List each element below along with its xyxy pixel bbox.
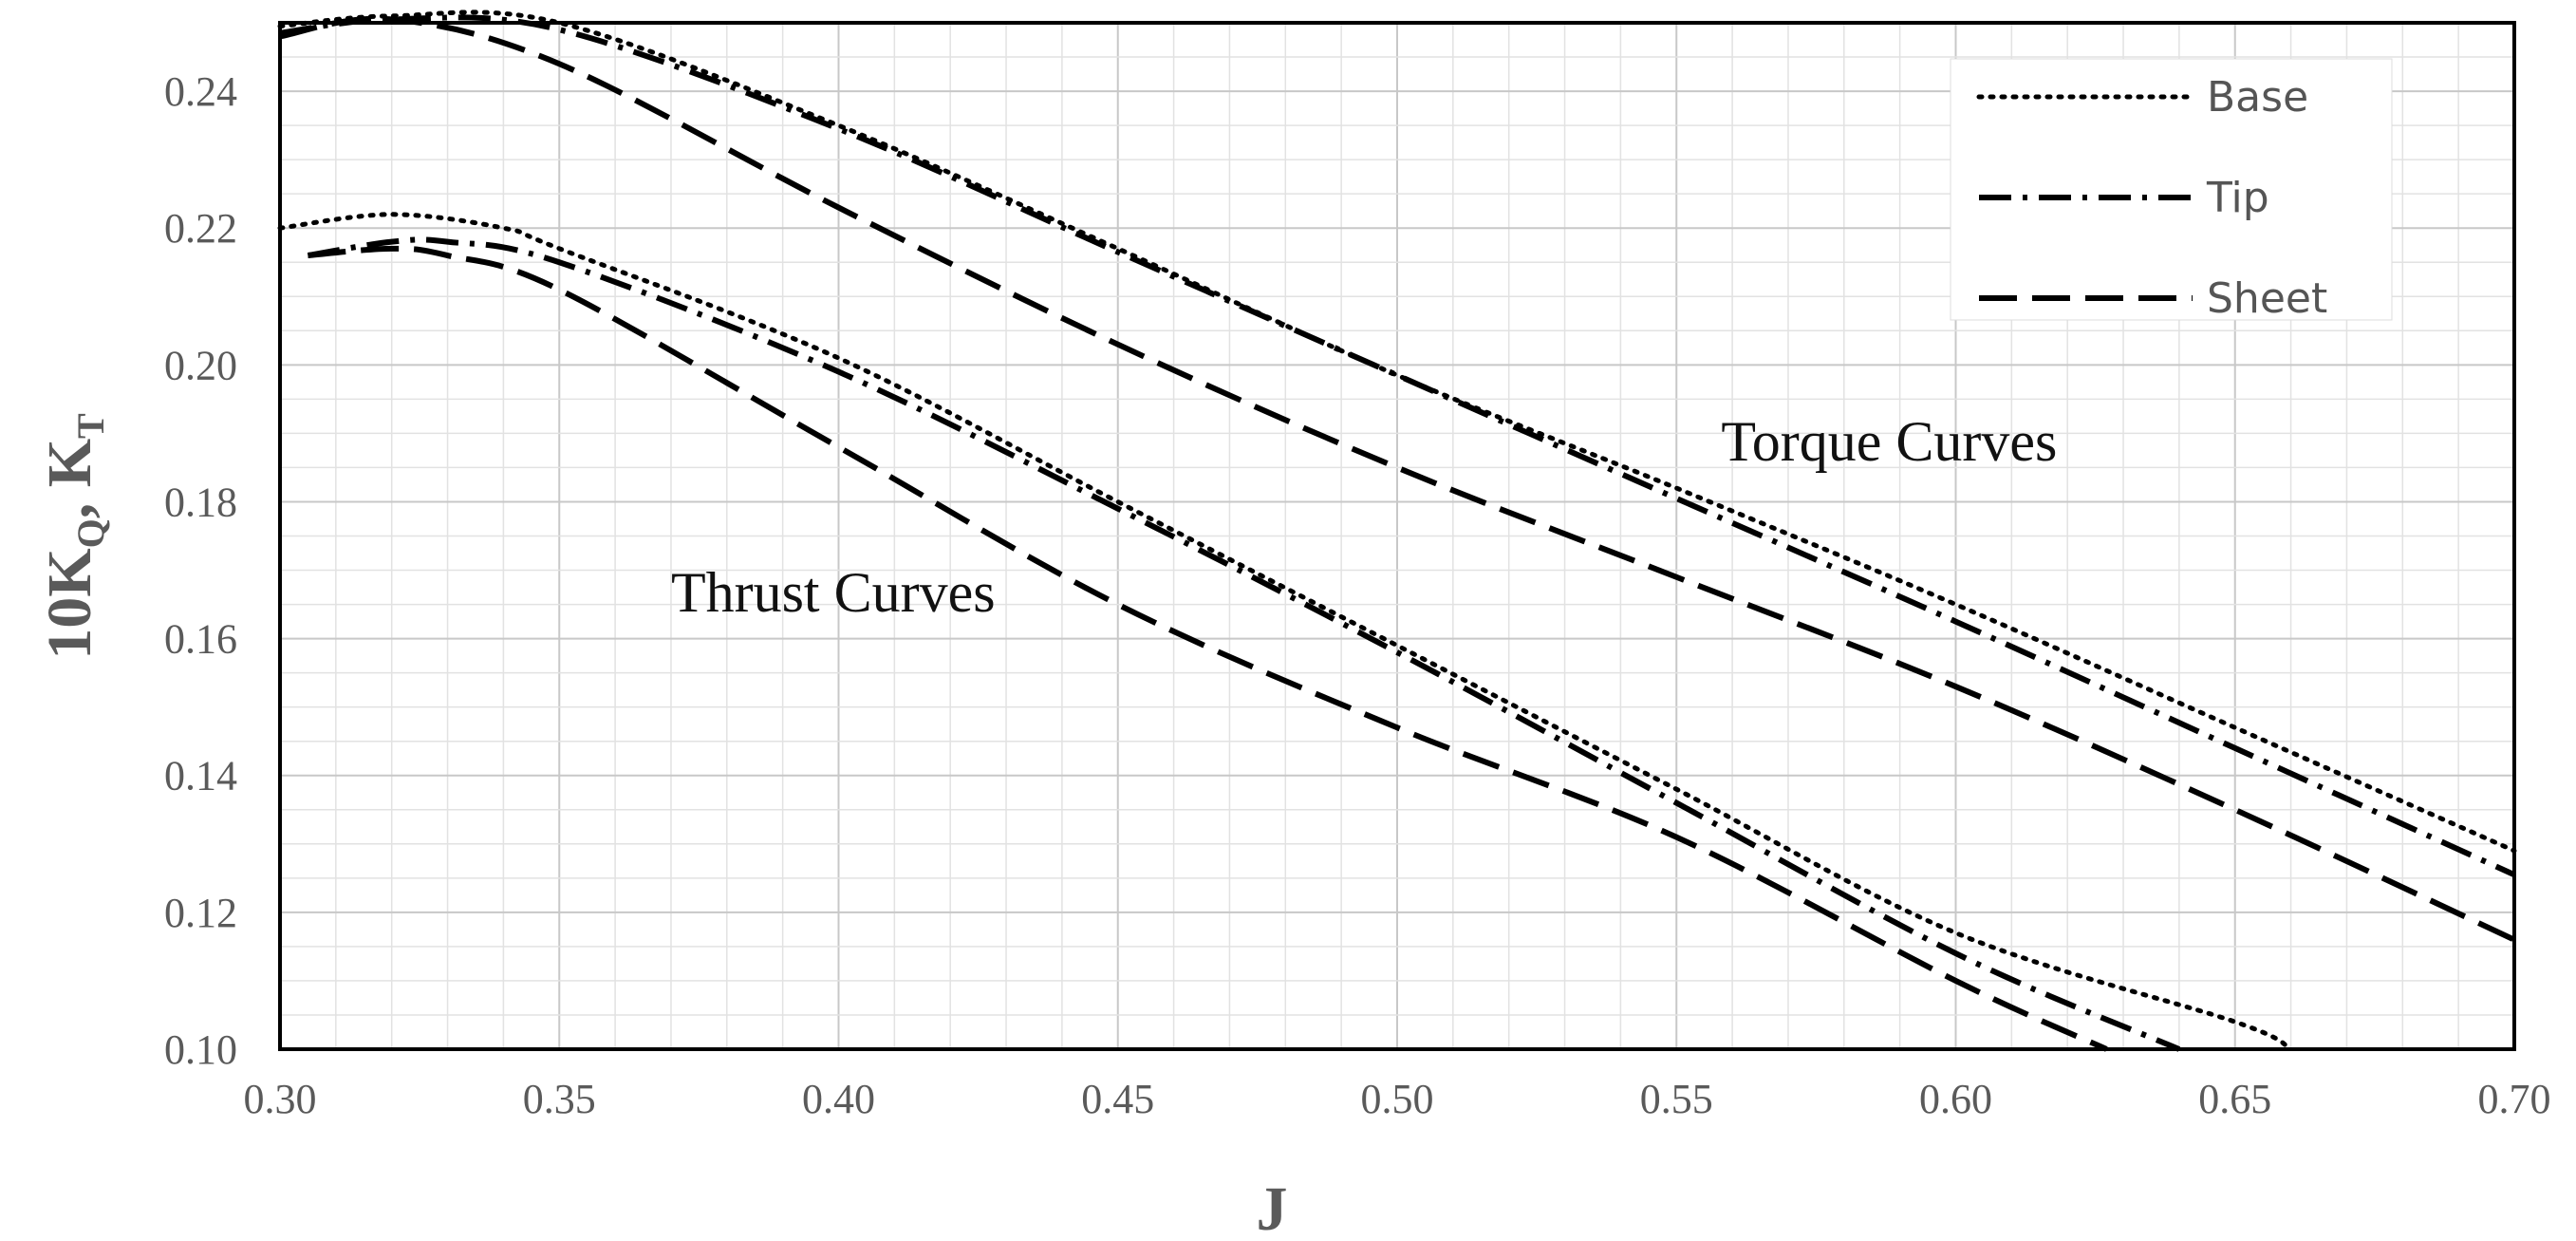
annotations: Torque Curves Thrust Curves — [671, 410, 2057, 624]
series-line-torque-base — [277, 9, 2517, 854]
x-tick-label: 0.55 — [1640, 1076, 1713, 1122]
series-line-torque-sheet — [279, 15, 2516, 943]
x-tick-label: 0.30 — [244, 1076, 317, 1122]
series-line-torque-tip — [279, 14, 2516, 877]
y-tick-labels: 0.10 0.12 0.14 0.16 0.18 0.20 0.22 0.24 — [164, 68, 237, 1073]
series-line-thrust-base — [277, 212, 2294, 1052]
y-axis-title: 10KQ, KT — [35, 413, 112, 660]
legend-items: Base Tip Sheet — [1976, 73, 2327, 323]
y-tick-label: 0.24 — [164, 68, 237, 115]
y-tick-label: 0.12 — [164, 890, 237, 936]
x-tick-labels: 0.30 0.35 0.40 0.45 0.50 0.55 0.60 0.65 0.70 — [244, 1076, 2551, 1122]
legend-label-sheet: Sheet — [2207, 274, 2327, 323]
y-axis-title-main: 10K — [35, 548, 104, 659]
y-tick-label: 0.16 — [164, 616, 237, 663]
series-line-thrust-sheet — [308, 245, 2108, 1052]
x-tick-label: 0.35 — [523, 1076, 596, 1122]
series-lines — [277, 9, 2517, 1052]
legend-box — [1950, 58, 2393, 321]
y-axis-title-sub-t: T — [69, 413, 112, 439]
y-tick-label: 0.22 — [164, 205, 237, 252]
x-tick-label: 0.65 — [2198, 1076, 2271, 1122]
legend-label-tip: Tip — [2206, 174, 2269, 222]
x-tick-label: 0.60 — [1919, 1076, 1992, 1122]
legend-label-base: Base — [2207, 73, 2308, 122]
legend: Base Tip Sheet — [1950, 58, 2393, 323]
annotation-thrust-curves: Thrust Curves — [671, 561, 996, 624]
y-axis-title-sub-q: Q — [69, 518, 112, 548]
annotation-torque-curves: Torque Curves — [1721, 410, 2057, 473]
x-tick-label: 0.40 — [802, 1076, 875, 1122]
x-tick-label: 0.70 — [2478, 1076, 2551, 1122]
series-line-thrust-tip — [307, 236, 2181, 1052]
y-tick-label: 0.10 — [164, 1026, 237, 1073]
x-axis-title: J — [1257, 1175, 1288, 1241]
y-axis-title-mid: , K — [35, 439, 104, 518]
plot-frame — [278, 21, 2516, 1051]
y-tick-label: 0.20 — [164, 342, 237, 388]
y-tick-label: 0.18 — [164, 479, 237, 525]
x-tick-label: 0.45 — [1081, 1076, 1154, 1122]
x-tick-label: 0.50 — [1361, 1076, 1434, 1122]
y-tick-label: 0.14 — [164, 753, 237, 799]
